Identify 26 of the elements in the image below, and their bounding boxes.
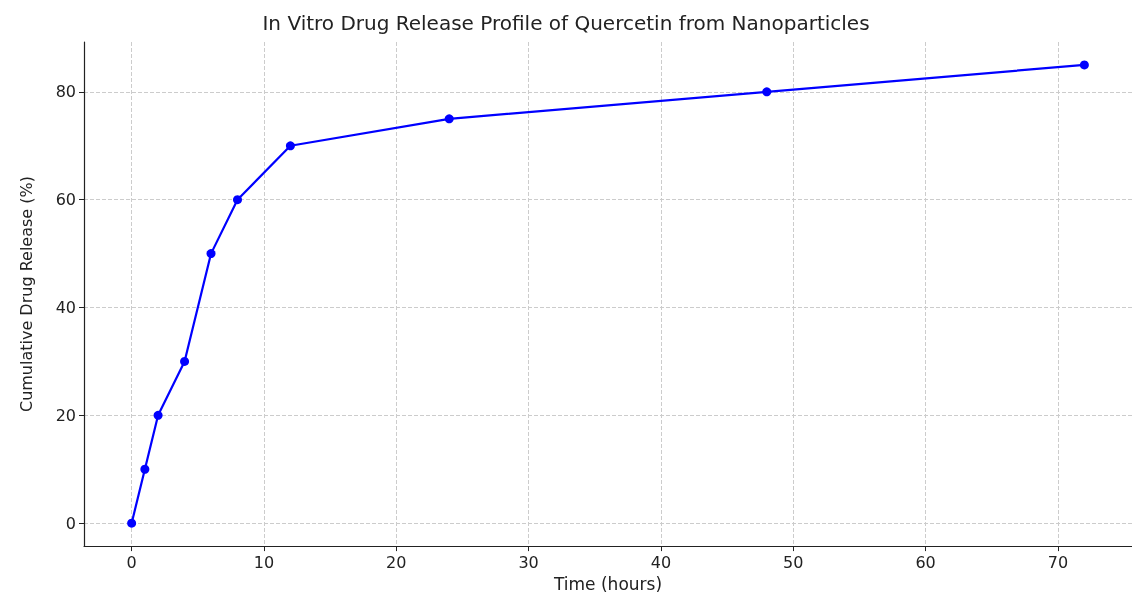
x-tick-label: 60	[915, 552, 936, 572]
chart-title: In Vitro Drug Release Profile of Quercetin from Nanoparticles	[262, 11, 870, 35]
x-tick-label: 0	[126, 552, 137, 572]
y-axis-title: Cumulative Drug Release (%)	[16, 176, 36, 413]
y-tick-label: 40	[55, 298, 76, 318]
point	[285, 141, 295, 151]
x-tick-label: 10	[253, 552, 275, 572]
x-tick-label: 30	[518, 552, 539, 572]
x-tick-label: 40	[650, 552, 672, 572]
point	[127, 518, 137, 528]
x-tick-label: 20	[386, 552, 407, 572]
point	[153, 410, 163, 420]
y-tick-label: 80	[55, 82, 76, 102]
point	[140, 464, 150, 474]
point	[206, 249, 216, 259]
x-tick-label: 50	[783, 552, 804, 572]
point	[444, 114, 454, 124]
y-tick-label: 20	[55, 405, 76, 425]
y-tick-label: 60	[55, 190, 76, 210]
x-tick-label: 70	[1047, 552, 1069, 572]
x-axis-title: Time (hours)	[552, 573, 663, 594]
point	[762, 87, 772, 97]
point	[233, 195, 242, 205]
point	[180, 356, 190, 366]
y-tick-label: 0	[65, 513, 76, 533]
point	[1079, 60, 1089, 70]
